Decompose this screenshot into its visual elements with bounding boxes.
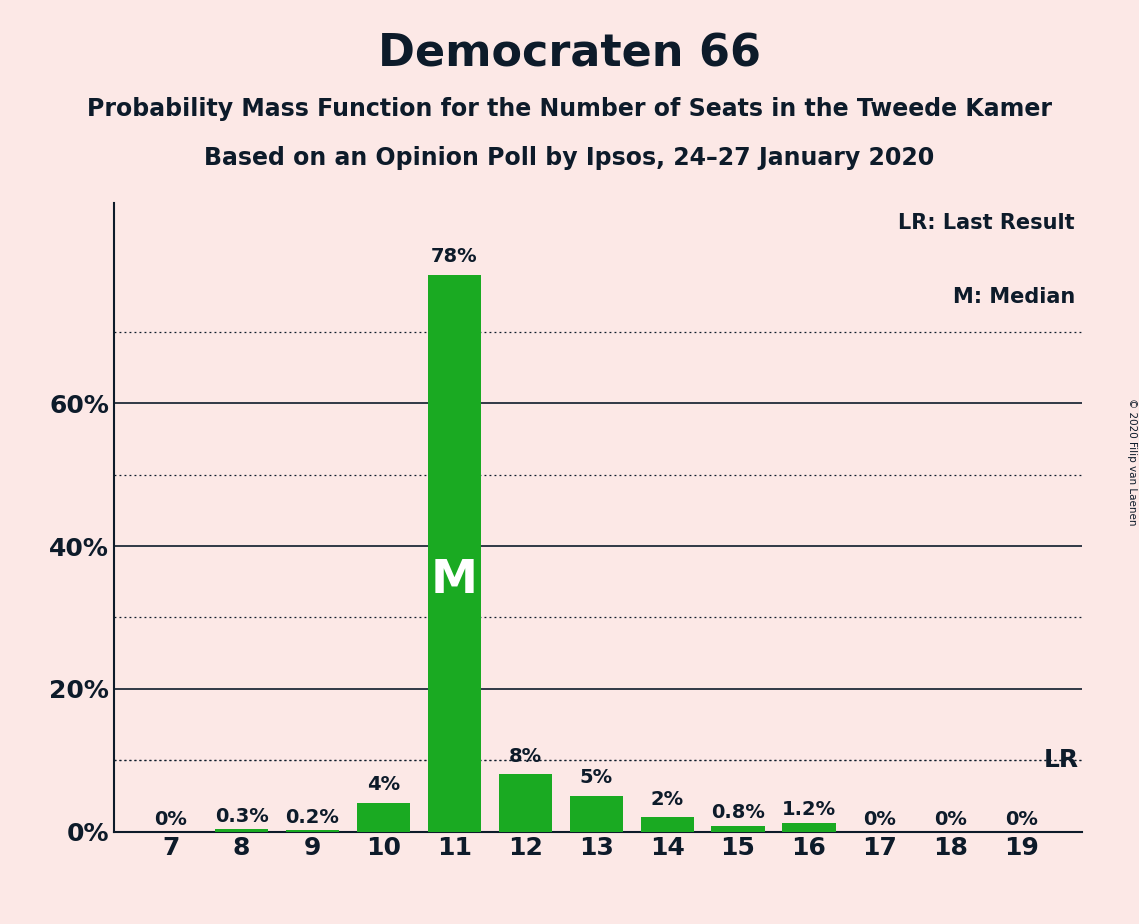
Text: 4%: 4% (367, 775, 400, 795)
Bar (215, 830, 268, 832)
Text: © 2020 Filip van Laenen: © 2020 Filip van Laenen (1126, 398, 1137, 526)
Text: 0%: 0% (934, 809, 967, 829)
Bar (499, 774, 552, 832)
Text: 2%: 2% (650, 790, 683, 808)
Text: 0%: 0% (1006, 809, 1039, 829)
Text: M: M (431, 558, 478, 603)
Text: 0.2%: 0.2% (286, 808, 339, 827)
Text: Probability Mass Function for the Number of Seats in the Tweede Kamer: Probability Mass Function for the Number… (87, 97, 1052, 121)
Text: Based on an Opinion Poll by Ipsos, 24–27 January 2020: Based on an Opinion Poll by Ipsos, 24–27… (204, 146, 935, 170)
Text: 0.3%: 0.3% (214, 807, 269, 826)
Text: 78%: 78% (431, 247, 477, 266)
Text: 0%: 0% (863, 809, 896, 829)
Text: LR: LR (1043, 748, 1079, 772)
Text: 8%: 8% (509, 747, 542, 766)
Bar (428, 274, 481, 832)
Text: 5%: 5% (580, 769, 613, 787)
Text: M: Median: M: Median (952, 287, 1075, 307)
Text: LR: Last Result: LR: Last Result (899, 213, 1075, 233)
Bar (286, 830, 339, 832)
Text: 0%: 0% (154, 809, 187, 829)
Text: 0.8%: 0.8% (711, 803, 765, 822)
Text: 1.2%: 1.2% (781, 800, 836, 820)
Bar (570, 796, 623, 832)
Bar (712, 826, 764, 832)
Bar (357, 803, 410, 832)
Bar (640, 818, 694, 832)
Bar (782, 823, 836, 832)
Text: Democraten 66: Democraten 66 (378, 32, 761, 76)
